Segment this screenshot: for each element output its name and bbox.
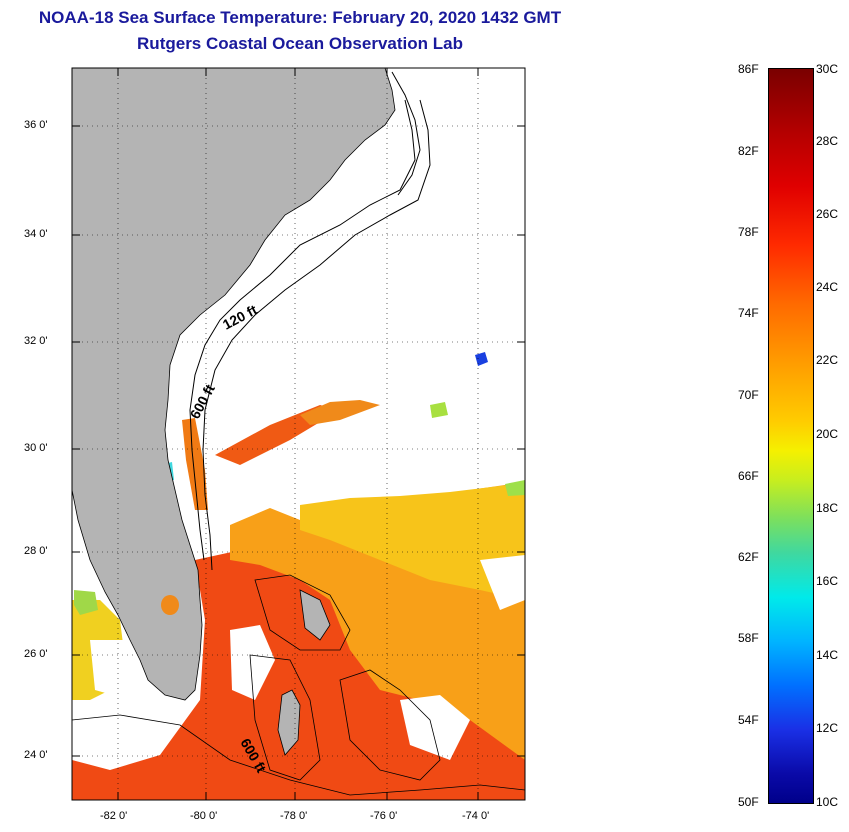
cb-c-24: 24C [816,280,839,294]
cloud-gap [230,625,275,700]
cloud-gap-2 [90,640,150,700]
sst-gulf-green [74,590,98,615]
land-mass [72,68,396,701]
lat-ticks [72,125,525,757]
lat-label-26: 26 0' [24,648,48,660]
bahamas-bank [254,574,351,651]
cb-f-62: 62F [738,550,759,564]
cb-f-50: 50F [738,795,759,809]
cb-c-30: 30C [816,62,839,76]
lon-label-80: -80 0' [190,810,218,822]
lon-label-82: -82 0' [100,810,128,822]
sst-yellow-region [300,484,525,600]
lat-label-34: 34 0' [24,228,48,240]
lat-label-28: 28 0' [24,545,48,557]
sst-coastal-streak [182,418,208,510]
temperature-colorbar [768,68,814,804]
bahamas-island [277,689,301,756]
cb-f-66: 66F [738,469,759,483]
sst-cool-spot-2 [475,352,488,366]
cb-c-10: 10C [816,795,839,809]
cb-c-20: 20C [816,427,839,441]
bahamas-bank-3 [339,669,441,781]
cb-c-14: 14C [816,648,839,662]
lat-label-30: 30 0' [24,442,48,454]
bahamas-island-2 [299,589,331,641]
map-title: NOAA-18 Sea Surface Temperature: Februar… [38,8,562,27]
contour-600ft [202,99,431,571]
contour-120ft [189,99,416,561]
lat-label-36: 36 0' [24,119,48,131]
map-subtitle: Rutgers Coastal Ocean Observation Lab [137,34,463,53]
lon-ticks [117,68,479,800]
lon-label-78: -78 0' [280,810,308,822]
cb-f-54: 54F [738,713,759,727]
cb-f-86: 86F [738,62,759,76]
lat-label-24: 24 0' [24,749,48,761]
cb-f-82: 82F [738,144,759,158]
bahamas-bank-2 [249,654,321,781]
lat-label-32: 32 0' [24,335,48,347]
cb-c-28: 28C [816,134,839,148]
lon-label-74: -74 0' [462,810,490,822]
outer-banks [391,71,421,196]
graticule [72,68,525,800]
cb-c-22: 22C [816,353,839,367]
sst-offshore-band [300,400,380,425]
cb-c-12: 12C [816,721,839,735]
sst-green-spot-2 [505,480,525,496]
cb-c-18: 18C [816,501,839,515]
lake-okeechobee [161,595,179,615]
cb-f-58: 58F [738,631,759,645]
cb-f-78: 78F [738,225,759,239]
sst-green-spot [430,402,448,418]
cloud-gap-4 [480,555,525,610]
cb-f-74: 74F [738,306,759,320]
map-frame [71,67,526,801]
cb-c-16: 16C [816,574,839,588]
cb-c-26: 26C [816,207,839,221]
cuba-coast [72,714,525,796]
cloud-gap-3 [400,695,470,760]
lon-label-76: -76 0' [370,810,398,822]
cb-f-70: 70F [738,388,759,402]
